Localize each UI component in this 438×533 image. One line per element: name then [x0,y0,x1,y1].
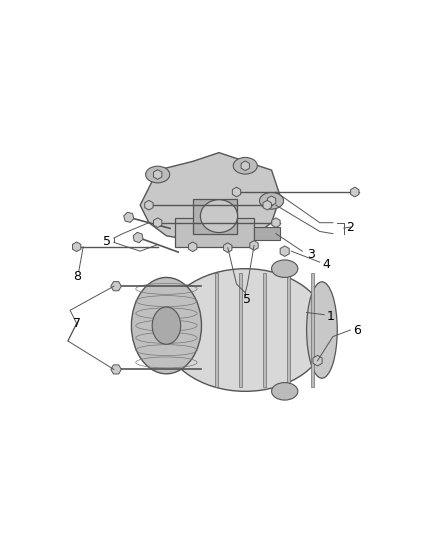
Polygon shape [250,241,258,251]
Text: 6: 6 [353,324,361,336]
Bar [215,273,218,387]
Polygon shape [124,212,134,222]
Bar [287,273,290,387]
Polygon shape [111,365,121,374]
Text: 1: 1 [327,310,335,324]
Text: 3: 3 [307,248,315,261]
Text: 5: 5 [244,293,251,306]
Bar [175,219,254,247]
Polygon shape [133,232,143,243]
Polygon shape [153,169,162,179]
Polygon shape [111,281,121,291]
Polygon shape [188,242,197,252]
Ellipse shape [200,200,237,232]
Ellipse shape [259,192,284,209]
Text: 8: 8 [73,270,81,283]
Ellipse shape [152,307,180,344]
Bar [239,273,242,387]
Polygon shape [241,161,250,171]
Ellipse shape [145,166,170,183]
Ellipse shape [233,157,258,174]
Ellipse shape [131,278,201,374]
Text: 4: 4 [322,259,330,271]
Ellipse shape [307,282,337,378]
Polygon shape [232,187,241,197]
Polygon shape [72,242,81,252]
Polygon shape [145,200,153,210]
Polygon shape [140,152,280,240]
Text: 2: 2 [346,221,354,233]
Ellipse shape [162,269,328,391]
Polygon shape [223,243,232,253]
Polygon shape [280,246,289,256]
Bar [193,199,237,233]
Text: 7: 7 [73,317,81,330]
Polygon shape [272,218,280,228]
Polygon shape [350,187,359,197]
Ellipse shape [272,383,298,400]
Bar [254,227,280,240]
Polygon shape [263,200,272,210]
Text: 5: 5 [103,235,111,248]
Bar [311,273,314,387]
Polygon shape [313,356,322,366]
Polygon shape [267,196,276,206]
Ellipse shape [272,260,298,278]
Polygon shape [153,218,162,228]
Bar [263,273,266,387]
